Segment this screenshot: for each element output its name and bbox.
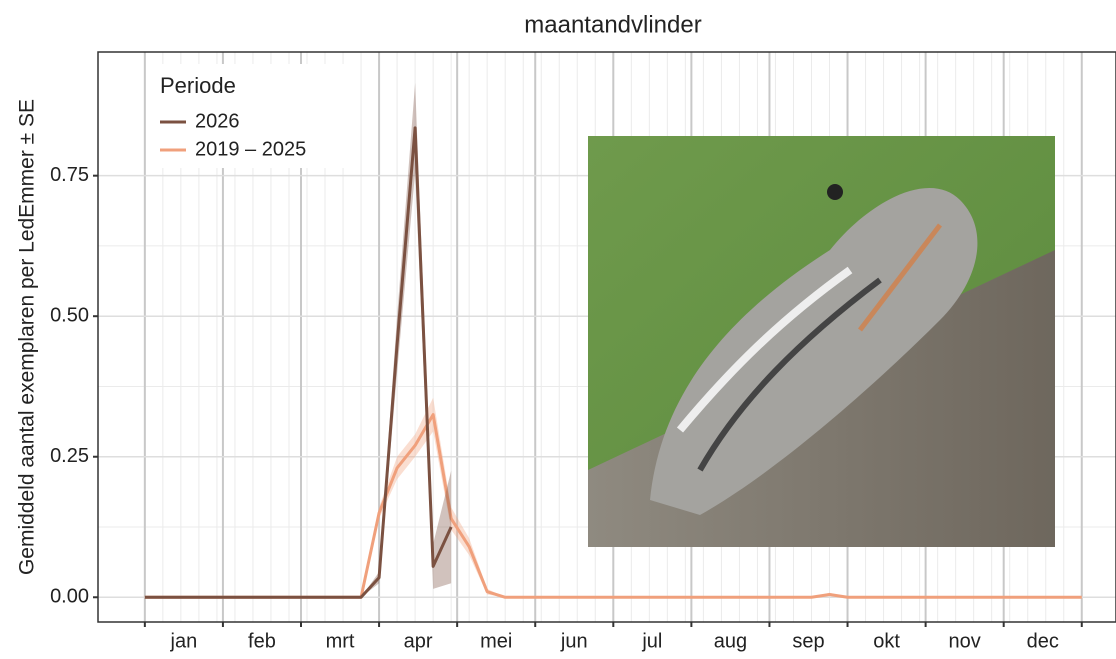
legend-title: Periode	[160, 73, 236, 98]
legend-label: 2019 – 2025	[195, 138, 306, 160]
chart-title: maantandvlinder	[524, 11, 701, 38]
legend-label: 2026	[195, 110, 240, 132]
x-tick-label: jul	[641, 630, 662, 652]
x-tick-label: jan	[170, 630, 198, 652]
chart: 0.00 0.25 0.50 0.75 jan feb mrt apr mei jun jul aug…	[0, 0, 1116, 654]
y-tick-label: 0.50	[50, 304, 89, 326]
y-axis-label: Gemiddeld aantal exemplaren per LedEmmer…	[16, 99, 39, 575]
y-tick-label: 0.25	[50, 445, 89, 467]
y-tick-label: 0.75	[50, 164, 89, 186]
legend: Periode 2026 2019 – 2025	[148, 64, 348, 168]
x-tick-label: mrt	[326, 630, 355, 652]
x-tick-label: mei	[480, 630, 512, 652]
x-tick-label: sep	[792, 630, 824, 652]
x-tick-label: okt	[873, 630, 900, 652]
x-tick-label: apr	[404, 630, 433, 652]
x-tick-label: jun	[560, 630, 588, 652]
x-tick-label: feb	[248, 630, 276, 652]
y-tick-label: 0.00	[50, 586, 89, 608]
moth-photo	[588, 136, 1055, 547]
x-tick-label: aug	[714, 630, 747, 652]
x-tick-label: nov	[949, 630, 981, 652]
x-tick-label: dec	[1027, 630, 1059, 652]
